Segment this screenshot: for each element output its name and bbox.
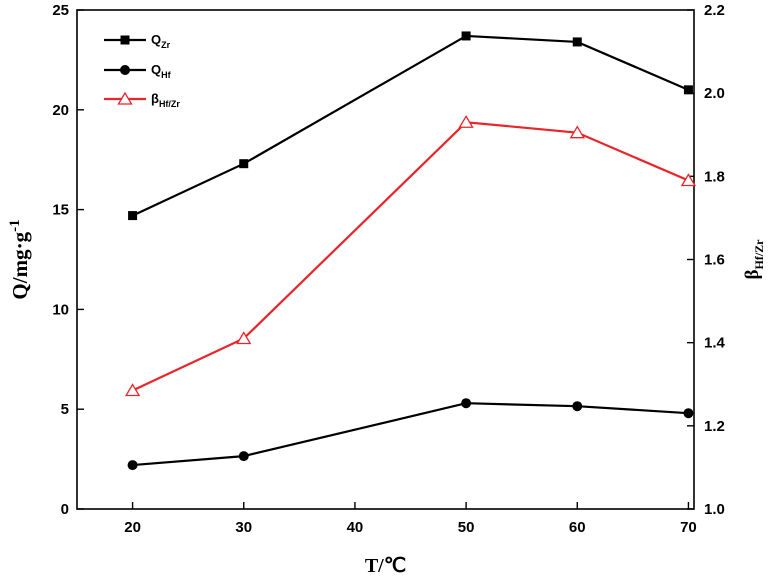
series-q-zr: [128, 31, 693, 221]
right-y-axis: 1.0 1.2 1.4 1.6 1.8 2.0 2.2: [687, 2, 726, 518]
right-y-tick-label: 1.0: [704, 501, 725, 518]
legend-item-q-hf: QHf: [104, 62, 172, 80]
legend-label: QZr: [151, 32, 171, 50]
x-tick-label: 50: [458, 519, 475, 536]
legend-label-main: Q: [151, 62, 161, 77]
plot-frame: [76, 9, 695, 510]
right-y-tick-label: 2.2: [704, 2, 725, 19]
legend-label-main: Q: [151, 32, 161, 47]
x-tick-label: 20: [124, 519, 141, 536]
legend-label-subscript: Zr: [161, 40, 170, 50]
legend-q-zr-point: [120, 35, 130, 45]
legend-item-q-zr: QZr: [104, 32, 171, 50]
beta-hf-zr-point: [569, 125, 585, 139]
series-line-q-zr: [132, 34, 689, 217]
left-y-axis-title: Q/mg·g-1: [7, 219, 32, 299]
q-hf-point: [461, 398, 472, 409]
beta-hf-zr-point: [124, 383, 141, 397]
right-y-axis-title-subscript: Hf/Zr: [752, 239, 766, 270]
right-y-tick-label: 2.0: [704, 85, 725, 102]
x-tick-label: 60: [569, 519, 586, 536]
right-y-tick-label: 1.2: [704, 418, 725, 435]
left-y-axis: 0 5 10 15 20 25: [52, 2, 84, 518]
right-y-tick-label: 1.6: [704, 252, 725, 269]
right-y-axis-title: βHf/Zr: [742, 239, 766, 280]
legend-item-beta-hf-zr: βHf/Zr: [104, 91, 180, 109]
series-q-hf: [127, 398, 694, 471]
q-hf-point: [238, 451, 249, 462]
beta-hf-zr-point: [458, 114, 474, 128]
q-zr-point: [572, 37, 582, 47]
left-y-tick-label: 25: [52, 2, 69, 19]
q-hf-point: [683, 408, 694, 419]
right-y-tick-label: 1.4: [704, 335, 726, 352]
left-y-axis-title-superscript: -1: [7, 219, 23, 232]
q-hf-point: [127, 460, 138, 471]
x-tick-label: 40: [347, 519, 364, 536]
q-zr-point: [461, 31, 471, 41]
legend-beta-hf-zr-point: [117, 91, 133, 105]
q-hf-point: [572, 401, 583, 412]
series-line-q-hf: [132, 402, 689, 467]
legend-q-hf-point: [120, 65, 130, 75]
x-tick-label: 70: [680, 519, 697, 536]
legend-label-main: β: [151, 91, 159, 106]
legend-label-subscript: Hf/Zr: [159, 99, 180, 109]
left-y-tick-label: 15: [52, 202, 69, 219]
beta-hf-zr-point: [680, 173, 697, 187]
beta-hf-zr-point: [236, 331, 252, 345]
series-line-beta-hf-zr: [132, 121, 689, 392]
q-zr-point: [683, 85, 693, 95]
q-zr-point: [239, 159, 249, 169]
series-layer: [124, 31, 697, 471]
left-y-tick-label: 20: [52, 102, 69, 119]
left-y-tick-label: 5: [61, 401, 69, 418]
right-y-axis-title-main: β: [742, 269, 763, 279]
legend-label-subscript: Hf: [161, 70, 171, 80]
plot-area-border: [76, 9, 695, 510]
x-axis: 20 30 40 50 60 70: [124, 502, 697, 536]
right-y-tick-label: 1.8: [704, 168, 725, 185]
left-y-tick-label: 10: [52, 301, 69, 318]
legend-label: QHf: [151, 62, 172, 80]
left-y-axis-title-main: Q/mg·g: [8, 231, 32, 299]
x-axis-title: T/℃: [365, 555, 406, 577]
x-tick-label: 30: [235, 519, 252, 536]
series-beta-hf-zr: [124, 114, 697, 397]
q-zr-point: [128, 211, 138, 221]
legend-label: βHf/Zr: [151, 91, 180, 109]
left-y-tick-label: 0: [61, 501, 69, 518]
